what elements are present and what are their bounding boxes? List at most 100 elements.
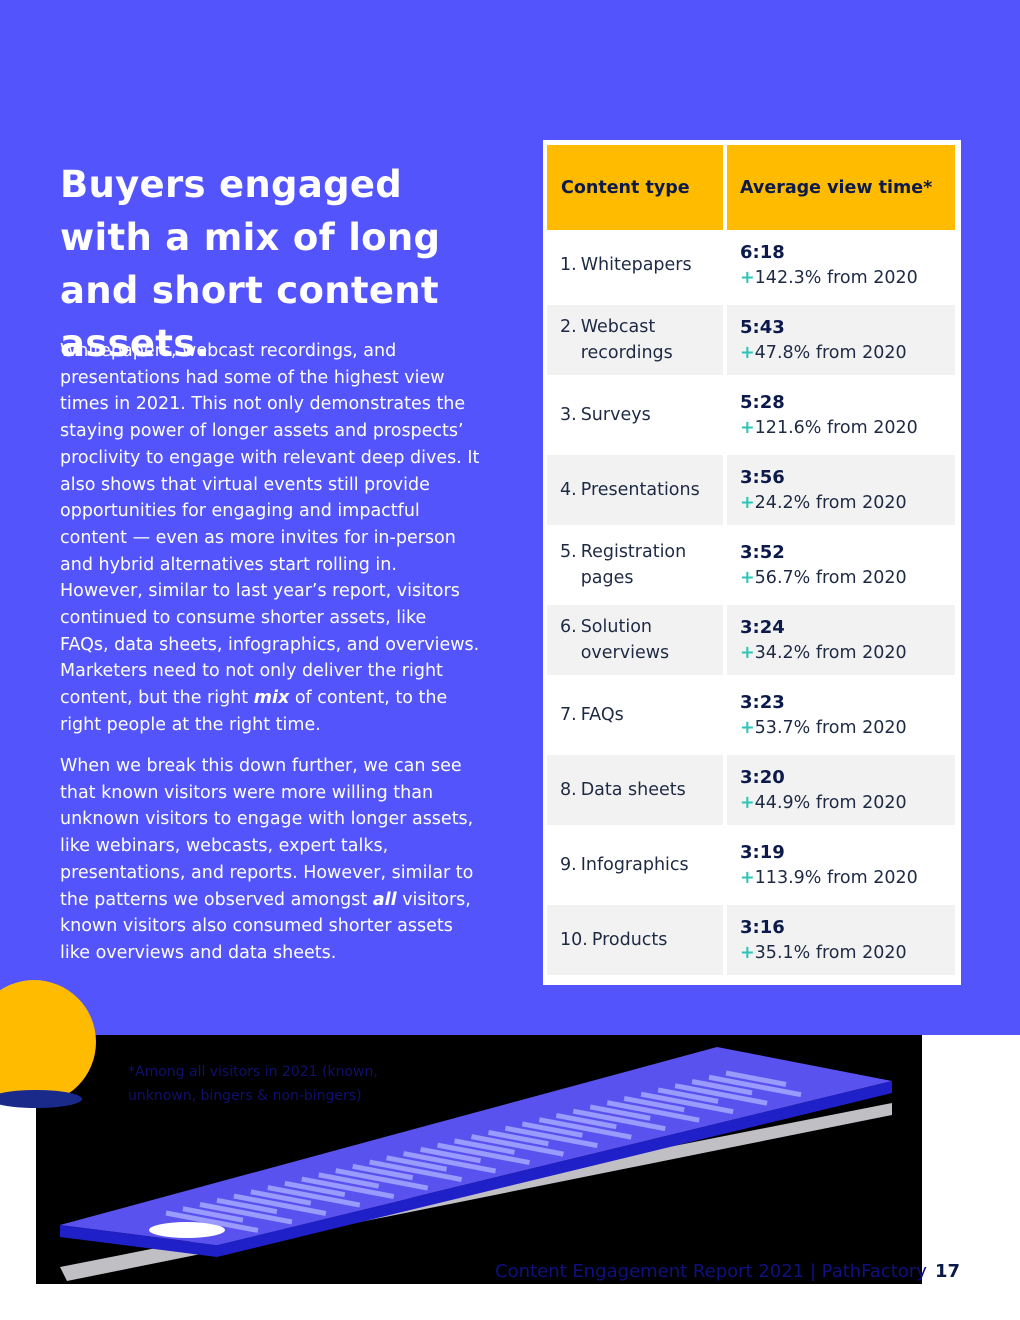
view-time-cell: 3:24 +34.2% from 2020 [727,605,955,675]
ruler-tick [470,1134,564,1157]
change-value: 24.2% from 2020 [754,492,907,513]
analysis-paragraph-text-end: visitors, known visitors also consumed s… [60,889,471,963]
content-type-label: 3. Surveys [560,402,723,428]
footer-report-title: Content Engagement Report 2021 | PathFac… [495,1261,927,1282]
intro-paragraph-emphasis: mix [253,688,290,709]
content-type-cell: 7. FAQs [547,680,723,750]
table-row: 6. Solution overviews 3:24 +34.2% from 2020 [547,605,955,675]
ruler-tick [725,1070,787,1087]
average-view-time: 6:18 [740,241,785,263]
plus-sign: + [740,567,755,588]
ruler-tick [284,1180,346,1198]
ruler-tick [165,1210,259,1233]
content-type-cell: 10. Products [547,905,723,975]
ruler-tick [521,1121,583,1138]
rank-number: 3. [560,405,577,425]
ruler-tick [538,1117,632,1140]
change-from-2020: +56.7% from 2020 [740,565,955,591]
content-type-name: Solution overviews [580,617,670,663]
plus-sign: + [740,867,755,888]
rank-number: 2. [560,317,577,337]
ruler-tick [572,1108,666,1132]
table-footnote: *Among all visitors in 2021 (known, unkn… [128,1064,378,1104]
change-value: 56.7% from 2020 [754,567,907,588]
ruler-tick [589,1104,651,1121]
content-type-label: 7. FAQs [560,702,723,728]
content-type-cell: 3. Surveys [547,380,723,450]
plus-sign: + [740,417,755,438]
analysis-paragraph-text: When we break this down further, we can … [60,756,474,910]
change-value: 44.9% from 2020 [754,792,907,813]
content-type-cell: 2. Webcast recordings [547,305,723,375]
analysis-paragraph-emphasis: all [372,889,397,910]
ruler-tick [386,1155,448,1172]
change-value: 121.6% from 2020 [754,417,918,438]
intro-paragraph-text-end: of content, to the right people at the r… [60,688,448,735]
circle-shadow-decoration [0,1090,82,1108]
plus-sign: + [740,492,755,513]
view-time-cell: 3:23 +53.7% from 2020 [727,680,955,750]
average-view-time: 3:24 [740,616,785,638]
table-row: 8. Data sheets 3:20 +44.9% from 2020 [547,755,955,825]
ruler-tick [369,1159,463,1183]
table-row: 4. Presentations 3:56 +24.2% from 2020 [547,455,955,525]
intro-paragraph-text: Whitepapers, webcast recordings, and pre… [60,341,480,709]
ruler-tick [318,1172,380,1189]
change-from-2020: +142.3% from 2020 [740,265,955,291]
content-type-name: Registration pages [580,542,687,588]
view-time-cell: 5:28 +121.6% from 2020 [727,380,955,450]
page-headline: Buyers engaged with a mix of long and sh… [60,163,441,365]
content-type-label: 8. Data sheets [560,777,723,803]
header-content-type: Content type [547,145,723,230]
view-time-cell: 3:52 +56.7% from 2020 [727,530,955,600]
ruler-tick [504,1125,598,1149]
view-time-cell: 6:18 +142.3% from 2020 [727,230,955,300]
view-time-table: Content type Average view time* 1. Whitep… [543,140,961,985]
change-from-2020: +47.8% from 2020 [740,340,955,366]
ruler-tick [335,1168,429,1191]
plus-sign: + [740,792,755,813]
table-row: 1. Whitepapers 6:18 +142.3% from 2020 [547,230,955,300]
average-view-time: 3:20 [740,766,785,788]
table-row: 9. Infographics 3:19 +113.9% from 2020 [547,830,955,900]
rank-number: 9. [560,855,577,875]
content-type-name: Data sheets [580,780,686,800]
analysis-paragraph: When we break this down further, we can … [60,753,480,967]
table-row: 3. Surveys 5:28 +121.6% from 2020 [547,380,955,450]
rank-number: 10. [560,930,588,950]
yellow-circle-decoration [0,980,96,1104]
content-type-name: Webcast recordings [580,317,673,363]
average-view-time: 5:43 [740,316,785,338]
page-footer: Content Engagement Report 2021 | PathFac… [495,1261,960,1282]
change-from-2020: +44.9% from 2020 [740,790,955,816]
content-type-label: 9. Infographics [560,852,723,878]
header-average-view-time: Average view time* [727,145,955,230]
content-type-label: 6. Solution overviews [560,614,723,666]
ruler-tick [199,1202,293,1225]
ruler-illustration [60,1047,892,1281]
view-time-cell: 3:16 +35.1% from 2020 [727,905,955,975]
change-from-2020: +24.2% from 2020 [740,490,955,516]
ruler-tick [606,1100,700,1123]
plus-sign: + [740,342,755,363]
content-type-cell: 5. Registration pages [547,530,723,600]
plus-sign: + [740,942,755,963]
change-value: 142.3% from 2020 [754,267,918,288]
ruler-tick [555,1112,617,1130]
content-type-name: Whitepapers [580,255,692,275]
change-from-2020: +35.1% from 2020 [740,940,955,966]
ruler-tick [454,1138,515,1155]
average-view-time: 5:28 [740,391,785,413]
view-time-cell: 5:43 +47.8% from 2020 [727,305,955,375]
content-type-cell: 1. Whitepapers [547,230,723,300]
rank-number: 4. [560,480,577,500]
ruler-tick [182,1206,244,1223]
table-row: 2. Webcast recordings 5:43 +47.8% from 2020 [547,305,955,375]
ruler-tick [674,1083,768,1106]
ruler-tick [233,1193,327,1216]
ruler-tick [352,1163,414,1181]
rank-number: 1. [560,255,577,275]
ruler-tick [267,1185,361,1208]
content-type-name: FAQs [580,705,624,725]
content-type-label: 2. Webcast recordings [560,314,723,366]
